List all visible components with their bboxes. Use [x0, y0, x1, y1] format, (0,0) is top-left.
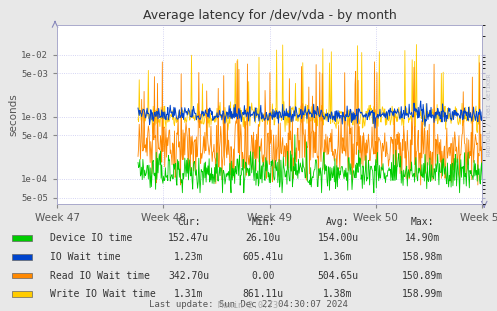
Text: Cur:: Cur:	[177, 217, 201, 227]
Text: 605.41u: 605.41u	[243, 252, 284, 262]
Title: Average latency for /dev/vda - by month: Average latency for /dev/vda - by month	[143, 9, 397, 22]
Text: Device IO time: Device IO time	[50, 233, 132, 243]
Text: 1.38m: 1.38m	[323, 289, 353, 299]
Text: Avg:: Avg:	[326, 217, 350, 227]
FancyBboxPatch shape	[12, 291, 32, 297]
Text: 861.11u: 861.11u	[243, 289, 284, 299]
Text: IO Wait time: IO Wait time	[50, 252, 120, 262]
FancyBboxPatch shape	[12, 273, 32, 278]
Text: Last update: Sun Dec 22 04:30:07 2024: Last update: Sun Dec 22 04:30:07 2024	[149, 300, 348, 309]
Text: Read IO Wait time: Read IO Wait time	[50, 271, 150, 281]
Text: 0.00: 0.00	[251, 271, 275, 281]
FancyBboxPatch shape	[12, 235, 32, 241]
Text: Min:: Min:	[251, 217, 275, 227]
Text: Munin 2.0.73: Munin 2.0.73	[219, 301, 278, 310]
Text: 504.65u: 504.65u	[318, 271, 358, 281]
Text: 158.99m: 158.99m	[402, 289, 443, 299]
Text: Write IO Wait time: Write IO Wait time	[50, 289, 156, 299]
Text: 14.90m: 14.90m	[405, 233, 440, 243]
Text: 1.23m: 1.23m	[174, 252, 204, 262]
Text: 1.31m: 1.31m	[174, 289, 204, 299]
Text: 154.00u: 154.00u	[318, 233, 358, 243]
Text: 26.10u: 26.10u	[246, 233, 281, 243]
Text: 342.70u: 342.70u	[168, 271, 209, 281]
Text: RRDTOOL / TOBI OETIKER: RRDTOOL / TOBI OETIKER	[486, 74, 491, 156]
Y-axis label: seconds: seconds	[8, 93, 18, 136]
Text: Max:: Max:	[411, 217, 434, 227]
Text: 152.47u: 152.47u	[168, 233, 209, 243]
Text: 158.98m: 158.98m	[402, 252, 443, 262]
FancyBboxPatch shape	[12, 254, 32, 260]
Text: 150.89m: 150.89m	[402, 271, 443, 281]
Text: 1.36m: 1.36m	[323, 252, 353, 262]
